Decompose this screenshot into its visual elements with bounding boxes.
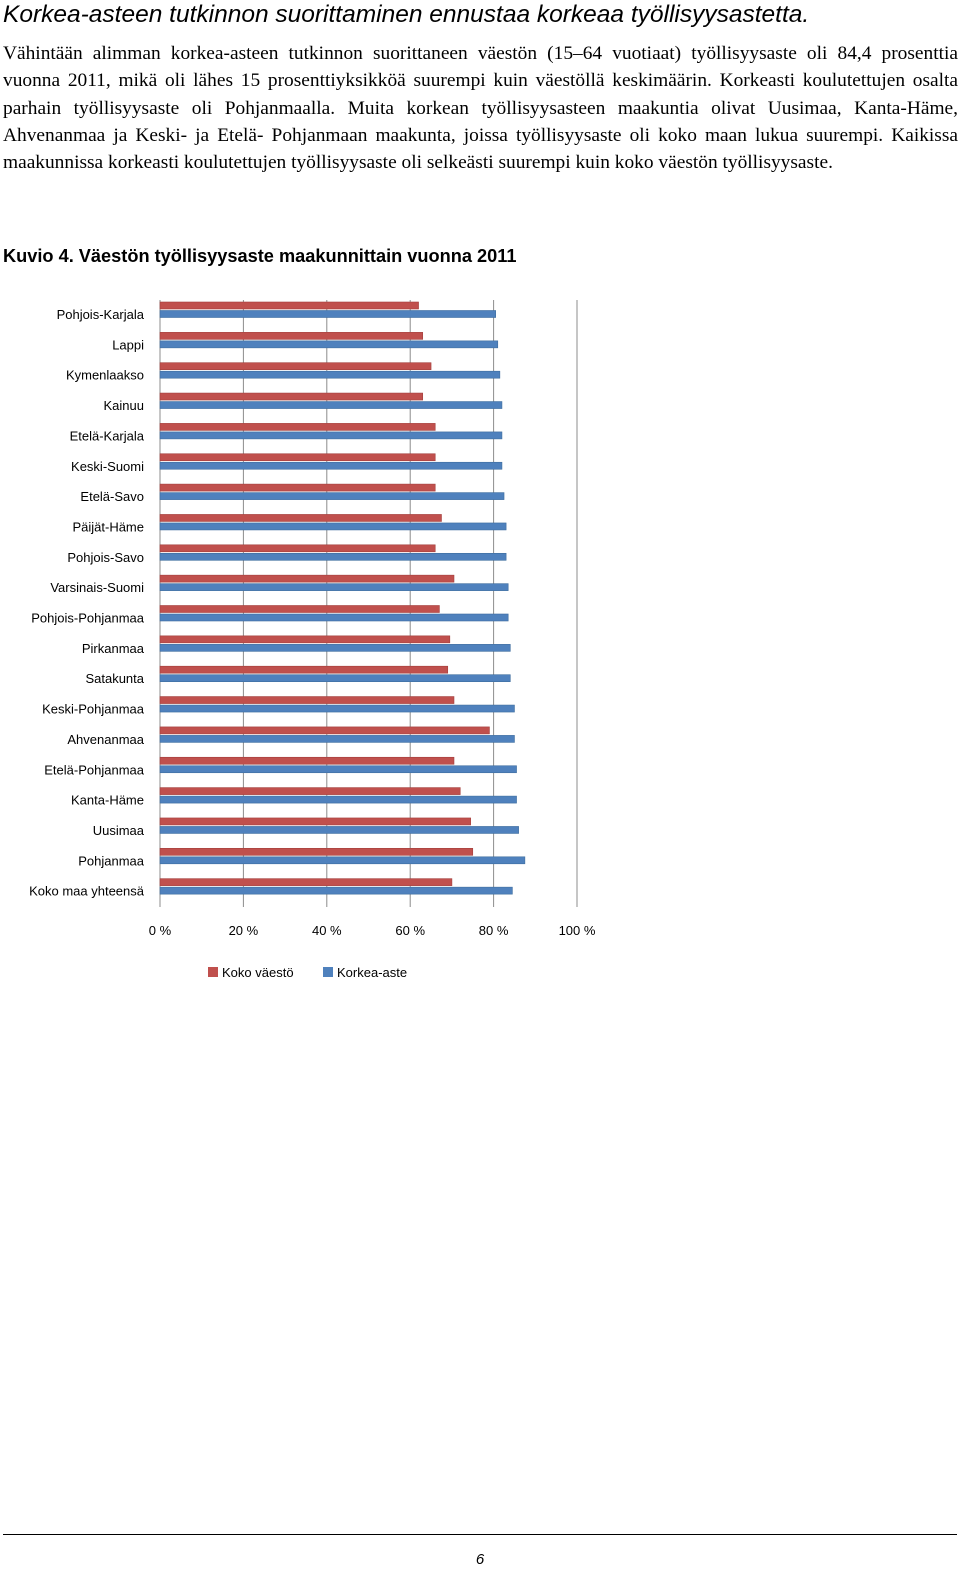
bar-korkea-aste xyxy=(159,644,511,652)
bar-koko-vaesto xyxy=(159,817,471,826)
x-tick-label: 80 % xyxy=(479,923,509,938)
bar-koko-vaesto xyxy=(159,878,453,886)
x-tick-label: 0 % xyxy=(149,923,172,938)
bar-koko-vaesto xyxy=(159,847,474,856)
x-tick-label: 20 % xyxy=(229,923,259,938)
bar-korkea-aste xyxy=(159,552,507,561)
bar-korkea-aste xyxy=(159,310,496,318)
bar-korkea-aste xyxy=(159,613,509,622)
bar-koko-vaesto xyxy=(159,635,451,644)
bar-korkea-aste xyxy=(159,461,503,470)
bar-koko-vaesto xyxy=(159,301,419,310)
x-tick-label: 40 % xyxy=(312,923,342,938)
category-label: Etelä-Karjala xyxy=(70,428,145,443)
category-label: Pohjois-Karjala xyxy=(57,307,145,322)
bar-korkea-aste xyxy=(159,401,503,409)
bar-korkea-aste xyxy=(159,340,499,349)
bar-koko-vaesto xyxy=(159,544,436,553)
legend-swatch xyxy=(323,967,333,977)
x-tick-label: 100 % xyxy=(559,923,596,938)
legend-swatch xyxy=(208,967,218,977)
category-label: Koko maa yhteensä xyxy=(29,884,145,899)
category-label: Kanta-Häme xyxy=(71,793,144,808)
employment-rate-chart: 0 % 20 % 40 % 60 % 80 % 100 % Pohjois-Karjala L… xyxy=(0,290,620,990)
category-label: Etelä-Savo xyxy=(80,489,144,504)
section-heading: Korkea-asteen tutkinnon suorittaminen en… xyxy=(3,1,810,28)
category-label: Varsinais-Suomi xyxy=(50,580,144,595)
bar-koko-vaesto xyxy=(159,514,442,522)
bar-koko-vaesto xyxy=(159,574,455,583)
bar-koko-vaesto xyxy=(159,605,440,613)
bar-koko-vaesto xyxy=(159,756,455,765)
page-number: 6 xyxy=(475,1551,485,1568)
bar-korkea-aste xyxy=(159,674,511,683)
category-label: Satakunta xyxy=(85,671,144,686)
footer-rule xyxy=(3,1534,957,1535)
category-label: Uusimaa xyxy=(93,823,145,838)
bar-koko-vaesto xyxy=(159,423,436,431)
bar-korkea-aste xyxy=(159,370,501,379)
body-paragraph: Vähintään alimman korkea-asteen tutkinno… xyxy=(3,43,958,174)
bar-koko-vaesto xyxy=(159,362,432,370)
bar-korkea-aste xyxy=(159,492,505,500)
bar-korkea-aste xyxy=(159,795,517,804)
bar-koko-vaesto xyxy=(159,726,490,735)
bar-korkea-aste xyxy=(159,522,507,531)
bar-koko-vaesto xyxy=(159,392,424,401)
bar-koko-vaesto xyxy=(159,453,436,462)
bar-korkea-aste xyxy=(159,826,519,834)
category-label: Ahvenanmaa xyxy=(67,732,144,747)
bar-korkea-aste xyxy=(159,765,517,774)
bar-korkea-aste xyxy=(159,735,515,743)
category-label: Pirkanmaa xyxy=(82,641,145,656)
chart-svg: 0 % 20 % 40 % 60 % 80 % 100 % Pohjois-Karjala L… xyxy=(29,300,596,980)
bar-korkea-aste xyxy=(159,886,513,895)
bar-koko-vaesto xyxy=(159,665,449,674)
legend-label: Koko väestö xyxy=(222,965,294,980)
category-label: Pohjanmaa xyxy=(78,853,145,868)
category-label: Lappi xyxy=(112,337,144,352)
bar-koko-vaesto xyxy=(159,332,424,340)
category-label: Keski-Suomi xyxy=(71,459,144,474)
bar-koko-vaesto xyxy=(159,787,461,795)
bar-korkea-aste xyxy=(159,583,509,591)
bar-koko-vaesto xyxy=(159,696,455,704)
bar-korkea-aste xyxy=(159,704,515,713)
x-tick-label: 60 % xyxy=(395,923,425,938)
category-label: Päijät-Häme xyxy=(72,519,144,534)
bar-koko-vaesto xyxy=(159,483,436,492)
category-label: Pohjois-Pohjanmaa xyxy=(31,611,145,626)
category-label: Kymenlaakso xyxy=(66,368,144,383)
category-label: Etelä-Pohjanmaa xyxy=(44,762,144,777)
category-label: Keski-Pohjanmaa xyxy=(42,702,145,717)
figure-caption: Kuvio 4. Väestön työllisyysaste maakunni… xyxy=(3,246,517,266)
category-label: Pohjois-Savo xyxy=(67,550,144,565)
category-label: Kainuu xyxy=(104,398,144,413)
legend-label: Korkea-aste xyxy=(337,965,407,980)
bar-korkea-aste xyxy=(159,431,503,440)
bar-korkea-aste xyxy=(159,856,526,865)
